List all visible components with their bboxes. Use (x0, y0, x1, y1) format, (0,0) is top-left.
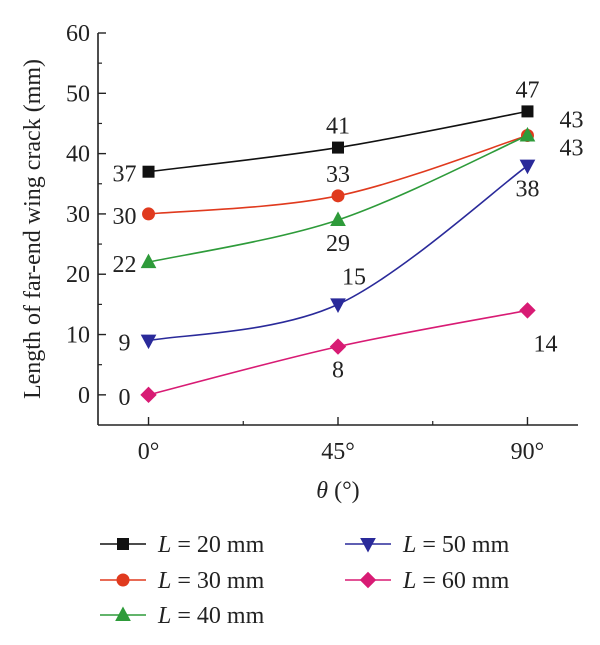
legend-item: L = 20 mm (100, 532, 265, 558)
data-point (142, 207, 156, 221)
x-tick-label: 90° (511, 439, 545, 465)
data-point (332, 141, 344, 154)
legend-label: L = 30 mm (157, 568, 265, 594)
data-point (330, 298, 346, 313)
series-4 (140, 159, 536, 350)
data-label: 29 (326, 231, 350, 257)
data-labels: 37 41 47 30 33 43 22 29 43 9 15 38 0 8 14 (113, 77, 584, 410)
data-label: 9 (119, 331, 131, 357)
data-label: 30 (113, 204, 137, 230)
x-axis-title: θ (°) (316, 478, 359, 504)
series-5 (140, 302, 536, 404)
data-point (330, 211, 346, 226)
x-tick-label: 0° (138, 439, 160, 465)
legend-marker (116, 573, 130, 587)
data-point (142, 165, 155, 178)
data-label: 0 (119, 385, 131, 411)
legend-item: L = 30 mm (100, 568, 265, 594)
legend-marker (117, 538, 129, 550)
data-label: 41 (326, 114, 350, 140)
data-point (329, 338, 347, 355)
legend-item: L = 40 mm (100, 603, 265, 629)
data-label: 33 (326, 162, 350, 188)
series-layer (140, 105, 536, 404)
y-tick-label: 20 (66, 262, 90, 288)
x-tick-label: 45° (321, 439, 355, 465)
legend-label: L = 40 mm (157, 603, 265, 629)
data-point (140, 334, 157, 350)
y-tick-label: 40 (66, 142, 90, 168)
data-label: 43 (559, 136, 583, 162)
y-tick-label: 10 (66, 323, 90, 349)
legend-label: L = 50 mm (402, 532, 510, 558)
data-label: 15 (342, 264, 366, 290)
y-ticks: 0 10 20 30 40 50 60 (66, 21, 106, 409)
legend-marker (360, 538, 376, 553)
data-label: 43 (559, 108, 583, 134)
y-tick-label: 30 (66, 202, 90, 228)
data-label: 8 (332, 358, 344, 384)
data-point (331, 189, 345, 203)
data-point (140, 253, 157, 269)
legend-item: L = 50 mm (345, 532, 510, 558)
legend-marker (359, 571, 377, 589)
legend: L = 20 mm L = 30 mm L = 40 mm L = 50 mm L = … (100, 532, 510, 629)
data-point (519, 302, 536, 319)
y-tick-label: 50 (66, 81, 90, 107)
series-3 (140, 126, 536, 269)
data-point (519, 159, 536, 175)
data-label: 14 (533, 331, 557, 357)
data-label: 22 (113, 252, 137, 278)
data-label: 47 (515, 77, 539, 103)
legend-marker (115, 606, 131, 621)
data-label: 38 (515, 177, 539, 203)
series-1 (142, 105, 534, 178)
data-point (140, 386, 157, 404)
legend-label: L = 20 mm (157, 532, 265, 558)
legend-item: L = 60 mm (345, 568, 510, 594)
y-axis-title: Length of far-end wing crack (mm) (20, 59, 46, 399)
data-label: 37 (113, 162, 137, 188)
x-ticks: 0° 45° 90° (138, 417, 545, 465)
y-tick-label: 60 (66, 21, 90, 47)
legend-label: L = 60 mm (402, 568, 510, 594)
x-axis-title-rest: (°) (328, 478, 360, 504)
data-point (521, 105, 534, 118)
y-tick-label: 0 (78, 383, 90, 409)
data-point (519, 126, 536, 142)
